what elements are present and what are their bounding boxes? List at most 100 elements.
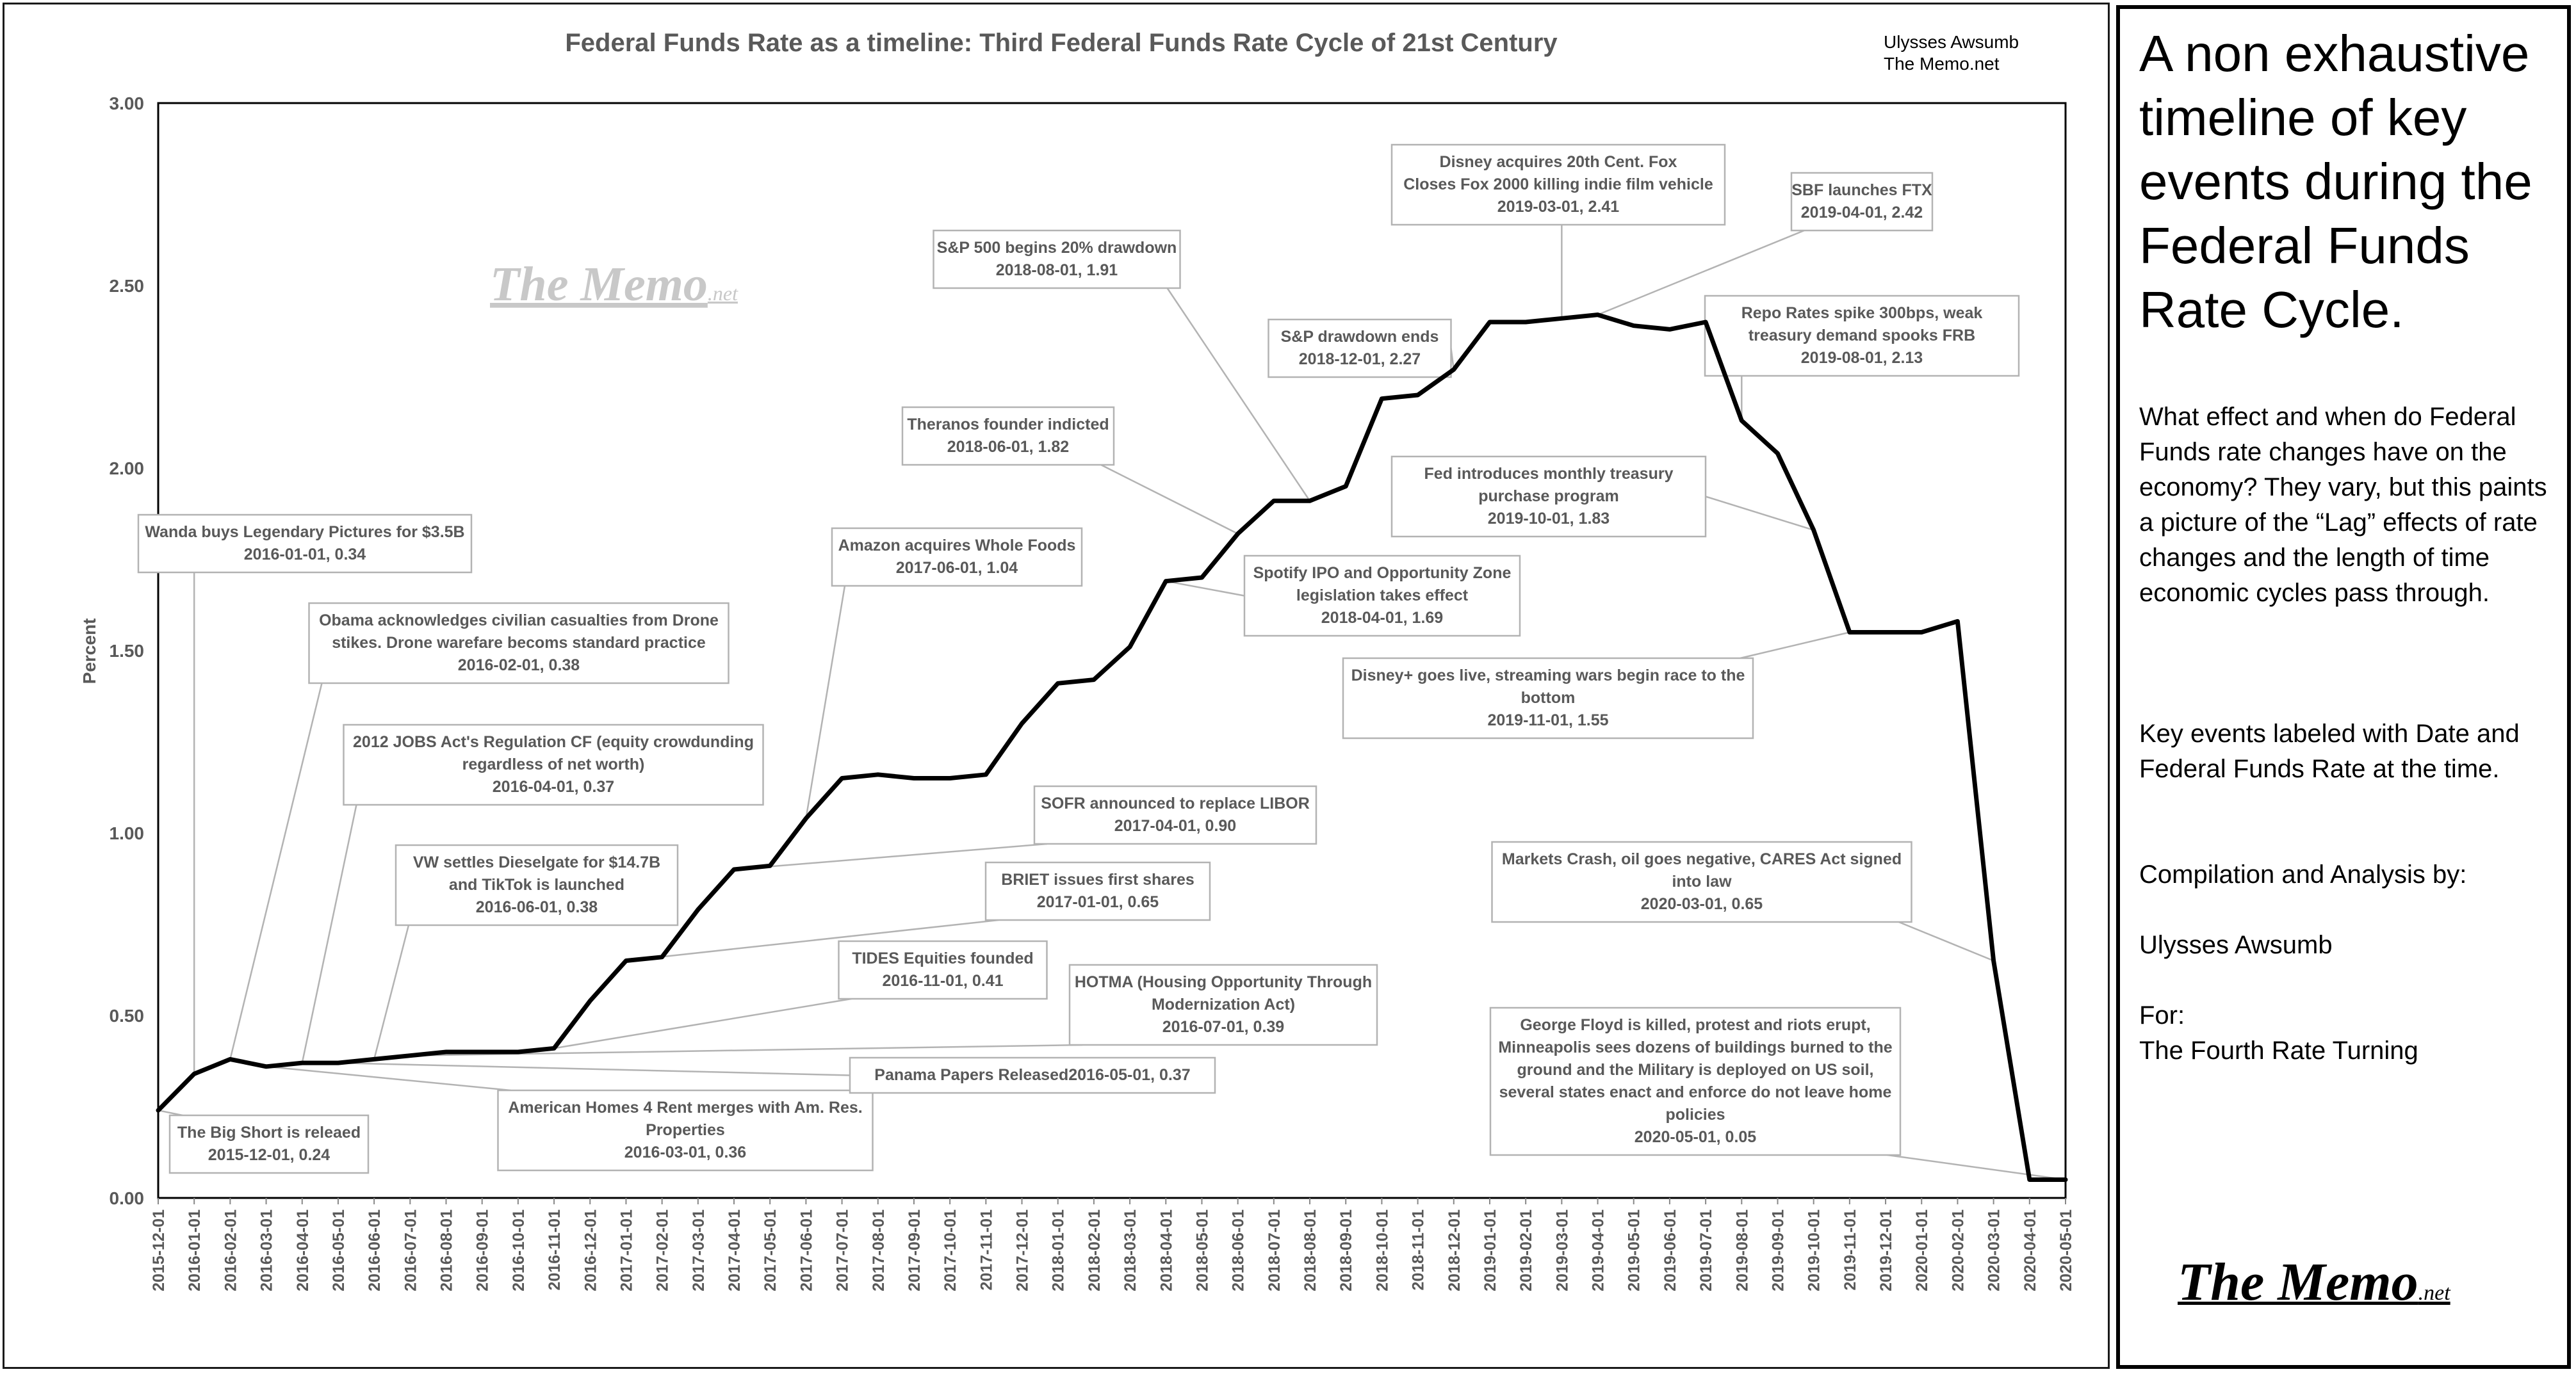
callout-label-text: Theranos founder indicted [907, 416, 1109, 433]
side-panel-title: A non exhaustive timeline of key events … [2139, 25, 2532, 338]
x-tick-label: 2016-08-01 [438, 1209, 456, 1291]
data-point [876, 773, 879, 776]
data-point [912, 777, 915, 780]
callout-label-text: ground and the Military is deployed on U… [1517, 1061, 1874, 1079]
memo-logo: The Memo.net [2178, 1251, 2450, 1313]
callout-box [308, 602, 730, 684]
data-point [1236, 532, 1239, 535]
callout-leader-line [373, 925, 410, 1060]
x-tick-label: 2019-10-01 [1806, 1209, 1823, 1291]
data-point [984, 773, 988, 776]
callout-label-text: several states enact and enforce do not … [1499, 1083, 1892, 1101]
line-chart: Federal Funds Rate as a timeline: Third … [79, 29, 2075, 1291]
x-tick-label: 2017-01-01 [617, 1209, 635, 1291]
x-tick-label: 2016-06-01 [366, 1209, 384, 1291]
callout-box [1790, 172, 1934, 232]
callout-box [497, 1089, 874, 1172]
callout-label-text: and TikTok is launched [449, 876, 624, 894]
y-tick-label: 1.50 [110, 641, 145, 661]
x-tick-label: 2019-04-01 [1590, 1209, 1608, 1291]
data-point [516, 1051, 519, 1053]
callout-label-text: 2016-06-01, 0.38 [476, 898, 598, 916]
data-point [1740, 419, 1743, 422]
x-tick-label: 2019-12-01 [1877, 1209, 1895, 1291]
x-tick-label: 2017-07-01 [834, 1209, 852, 1291]
plot-area-frame [157, 102, 2067, 1199]
callout-box [1390, 455, 1707, 538]
chart-title: Federal Funds Rate as a timeline: Third … [565, 29, 1558, 57]
y-tick-label: 0.00 [110, 1188, 145, 1208]
callout-box [1704, 295, 2020, 377]
callout-label-text: VW settles Dieselgate for $14.7B [413, 853, 660, 871]
x-tick-label: 2019-03-01 [1553, 1209, 1571, 1291]
callout-leader-line [1597, 229, 1805, 316]
x-tick-label: 2016-05-01 [330, 1209, 348, 1291]
x-tick-label: 2019-05-01 [1626, 1209, 1643, 1291]
callout-label-text: treasury demand spooks FRB [1749, 327, 1975, 344]
x-tick-label: 2017-05-01 [762, 1209, 779, 1291]
callout-label-text: SOFR announced to replace LIBOR [1041, 795, 1310, 812]
callout-leader-line [266, 1065, 511, 1092]
callout-label-text: 2020-05-01, 0.05 [1634, 1128, 1757, 1146]
data-point [300, 1062, 304, 1065]
callout-box [1491, 841, 1912, 923]
data-point [1884, 631, 1887, 634]
y-tick-label: 0.50 [110, 1006, 145, 1026]
x-tick-label: 2016-07-01 [402, 1209, 420, 1291]
x-tick-label: 2017-11-01 [977, 1209, 995, 1291]
callout-box [1068, 964, 1378, 1046]
data-point [1164, 579, 1168, 583]
callout-label-text: 2012 JOBS Act's Regulation CF (equity cr… [353, 733, 754, 751]
callout-label-text: bottom [1521, 689, 1576, 707]
x-tick-label: 2018-03-01 [1121, 1209, 1139, 1291]
data-point [1416, 394, 1419, 396]
data-point [1668, 328, 1671, 331]
data-point [733, 868, 736, 871]
callout-label-text: 2019-08-01, 2.13 [1801, 349, 1923, 367]
data-point [1344, 485, 1348, 488]
callout-label-text: SBF launches FTX [1791, 181, 1932, 199]
callout-leader-line [1166, 580, 1245, 597]
data-point [265, 1065, 268, 1068]
callout-label-text: 2016-01-01, 0.34 [244, 546, 366, 563]
data-point [660, 955, 664, 958]
chart-credit-line: The Memo.net [1884, 54, 2000, 74]
x-tick-label: 2016-10-01 [510, 1209, 528, 1291]
x-tick-label: 2016-12-01 [582, 1209, 599, 1291]
x-tick-label: 2020-02-01 [1949, 1209, 1967, 1291]
callout-leader-line [1705, 496, 1814, 531]
callout-label-text: Obama acknowledges civilian casualties f… [319, 611, 719, 629]
data-point [696, 908, 699, 911]
callout-box [1243, 554, 1521, 637]
x-tick-label: 2017-02-01 [654, 1209, 672, 1291]
callout-label-text: Markets Crash, oil goes negative, CARES … [1502, 850, 1902, 868]
callout-label-text: 2017-01-01, 0.65 [1037, 893, 1159, 911]
callout-label-text: 2019-04-01, 2.42 [1801, 204, 1923, 222]
x-tick-label: 2019-09-01 [1769, 1209, 1787, 1291]
callout-label-text: 2016-07-01, 0.39 [1162, 1018, 1284, 1036]
callout-label-text: George Floyd is killed, protest and riot… [1520, 1016, 1870, 1034]
x-tick-label: 2019-06-01 [1661, 1209, 1679, 1291]
data-point [1596, 313, 1599, 316]
data-point [840, 777, 844, 780]
x-tick-label: 2018-04-01 [1157, 1209, 1175, 1291]
x-tick-label: 2019-11-01 [1841, 1209, 1859, 1291]
data-point [444, 1051, 448, 1053]
callout-leader-line [158, 1109, 183, 1117]
x-tick-label: 2016-09-01 [474, 1209, 492, 1291]
callout-box [984, 861, 1211, 921]
callout-label-text: policies [1665, 1106, 1725, 1124]
callout-label-text: Modernization Act) [1152, 996, 1295, 1014]
callout-label-text: stikes. Drone warefare becoms standard p… [332, 634, 706, 652]
x-tick-label: 2018-06-01 [1230, 1209, 1248, 1291]
x-tick-label: 2020-04-01 [2021, 1209, 2039, 1291]
x-tick-label: 2016-11-01 [546, 1209, 564, 1291]
callout-label-text: The Big Short is releaed [177, 1124, 361, 1142]
side-panel: A non exhaustive timeline of key events … [2116, 5, 2571, 1369]
memo-logo-main: The Memo [2178, 1252, 2418, 1312]
callout-label-text: regardless of net worth) [462, 756, 645, 773]
callout-label-text: 2016-02-01, 0.38 [458, 656, 580, 674]
data-point [589, 999, 592, 1003]
x-tick-label: 2018-08-01 [1301, 1209, 1319, 1291]
data-point [1560, 317, 1563, 320]
